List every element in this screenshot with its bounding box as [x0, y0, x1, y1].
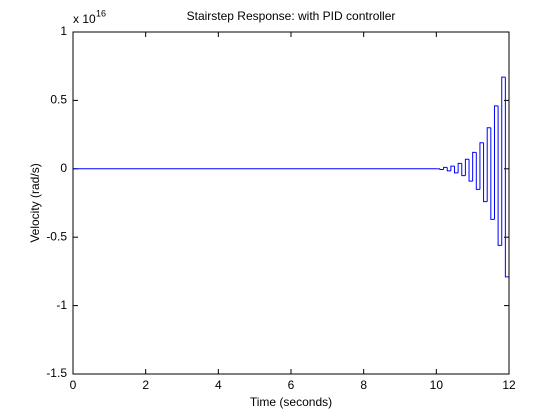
- x-tick-label: 0: [70, 378, 77, 392]
- x-tick-label: 6: [288, 378, 295, 392]
- plot-area: [73, 32, 509, 374]
- stair-step: [486, 127, 491, 202]
- stair-step: [472, 151, 477, 182]
- stair-step: [475, 152, 480, 190]
- x-tick-label: 2: [142, 378, 149, 392]
- y-tick-label: 1: [60, 24, 67, 38]
- stair-step: [468, 159, 473, 182]
- stair-step: [493, 105, 499, 220]
- stair-step: [483, 142, 488, 203]
- x-tick-label: 12: [502, 378, 516, 392]
- stair-step: [504, 77, 509, 278]
- x-tick-label: 4: [215, 378, 222, 392]
- stair-step: [450, 165, 455, 171]
- stair-step: [497, 105, 502, 246]
- exponent-base: x 10: [73, 12, 96, 26]
- stair-step: [454, 166, 459, 174]
- exponent-power: 16: [96, 8, 106, 18]
- y-tick-label: 0.5: [50, 93, 67, 107]
- stair-step: [464, 158, 470, 176]
- y-axis-label: Velocity (rad/s): [28, 163, 42, 242]
- x-tick-label: 8: [360, 378, 367, 392]
- axes-box: [72, 31, 510, 375]
- y-tick-label: -0.5: [46, 229, 67, 243]
- stair-step: [439, 168, 444, 170]
- y-tick-label: -1.5: [46, 366, 67, 380]
- y-tick-label: -1: [56, 298, 67, 312]
- y-tick-label: 0: [60, 161, 67, 175]
- stair-step: [490, 127, 495, 220]
- stair-step: [443, 166, 448, 170]
- stair-step: [501, 76, 506, 246]
- stair-step: [446, 167, 451, 172]
- stair-step: [479, 142, 484, 190]
- stair-step: [461, 163, 466, 177]
- chart-title: Stairstep Response: with PID controller: [187, 9, 396, 23]
- x-tick-label: 10: [430, 378, 444, 392]
- stair-step: [457, 162, 462, 173]
- x-axis-label: Time (seconds): [250, 395, 332, 409]
